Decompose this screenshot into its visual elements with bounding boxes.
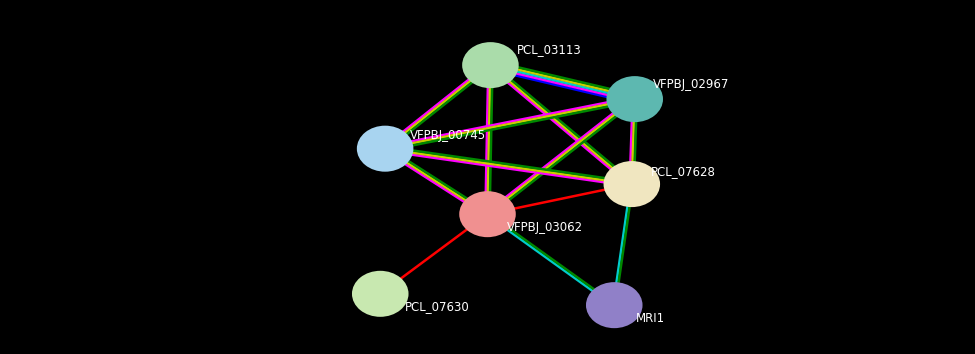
Ellipse shape xyxy=(586,282,643,328)
Text: VFPBJ_00745: VFPBJ_00745 xyxy=(410,129,486,142)
Ellipse shape xyxy=(357,126,413,172)
Text: VFPBJ_03062: VFPBJ_03062 xyxy=(507,221,583,234)
Text: VFPBJ_02967: VFPBJ_02967 xyxy=(653,79,729,91)
Ellipse shape xyxy=(352,271,409,317)
Ellipse shape xyxy=(459,191,516,237)
Ellipse shape xyxy=(462,42,519,88)
Ellipse shape xyxy=(606,76,663,122)
Text: PCL_03113: PCL_03113 xyxy=(517,43,581,56)
Ellipse shape xyxy=(604,161,660,207)
Text: PCL_07628: PCL_07628 xyxy=(651,165,717,178)
Text: PCL_07630: PCL_07630 xyxy=(405,301,469,313)
Text: MRI1: MRI1 xyxy=(636,312,665,325)
